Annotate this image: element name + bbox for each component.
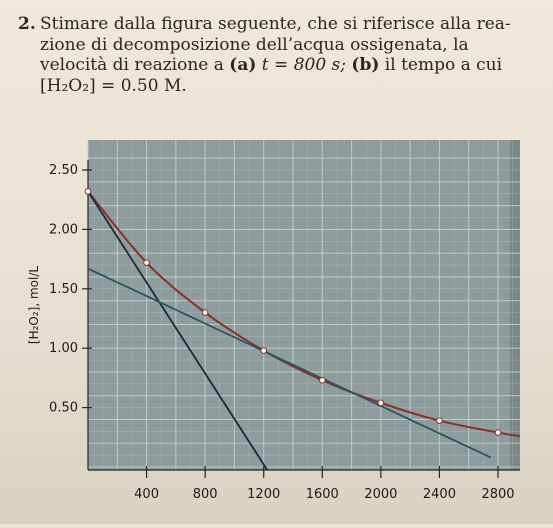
data-point-marker — [143, 259, 150, 266]
data-point-marker — [494, 429, 502, 436]
question-line-2: zione di decomposizione dell’acqua ossig… — [40, 34, 469, 55]
question-text: 2. Stimare dalla figura seguente, che si … — [18, 14, 538, 96]
x-tick-label: 2400 — [423, 487, 456, 502]
x-tick-label: 2000 — [364, 487, 397, 502]
x-tick-label: 2800 — [481, 487, 514, 502]
plot-edge-shade — [510, 140, 520, 470]
data-point-marker — [436, 417, 443, 424]
tangent-line-1 — [88, 190, 269, 470]
question-line-3-part-c: t = 800 s; — [256, 55, 352, 75]
y-tick-label: 2.00 — [49, 222, 78, 237]
data-point-marker — [318, 376, 326, 384]
y-axis-label: [H₂O₂], mol/L — [27, 266, 41, 344]
question-part-b-label: (b) — [351, 55, 380, 75]
question-part-a-label: (a) — [229, 55, 257, 75]
y-tick-label: 2.50 — [49, 163, 78, 178]
plot-area — [88, 140, 520, 470]
x-tick-label: 400 — [134, 487, 159, 502]
y-tick-label: 0.50 — [49, 401, 78, 416]
x-tick-label: 1200 — [247, 487, 280, 502]
data-point-marker — [260, 347, 268, 354]
y-tick-label: 1.00 — [49, 341, 78, 356]
question-line-3-part-e: il tempo a cui — [379, 55, 503, 75]
question-number: 2. — [18, 14, 36, 34]
x-tick-label: 800 — [193, 487, 218, 502]
decay-curve-line — [88, 190, 520, 438]
y-tick-label: 1.50 — [49, 282, 78, 297]
question-line-3-part-a: velocità di reazione a — [40, 55, 230, 75]
data-point-marker — [377, 399, 385, 407]
question-line-3: velocità di reazione a (a) t = 800 s; (b… — [18, 55, 538, 76]
data-point-marker — [84, 188, 92, 195]
question-line-4: [H₂O₂] = 0.50 M. — [40, 75, 187, 96]
question-line-1: Stimare dalla figura seguente, che si ri… — [40, 14, 511, 34]
tangent-line-2 — [88, 267, 492, 459]
x-tick-label: 1600 — [306, 487, 339, 502]
data-point-marker — [201, 309, 209, 316]
